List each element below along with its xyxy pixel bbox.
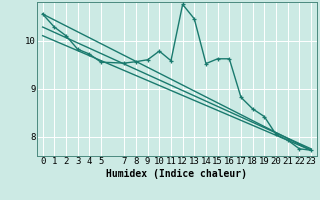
- X-axis label: Humidex (Indice chaleur): Humidex (Indice chaleur): [106, 169, 247, 179]
